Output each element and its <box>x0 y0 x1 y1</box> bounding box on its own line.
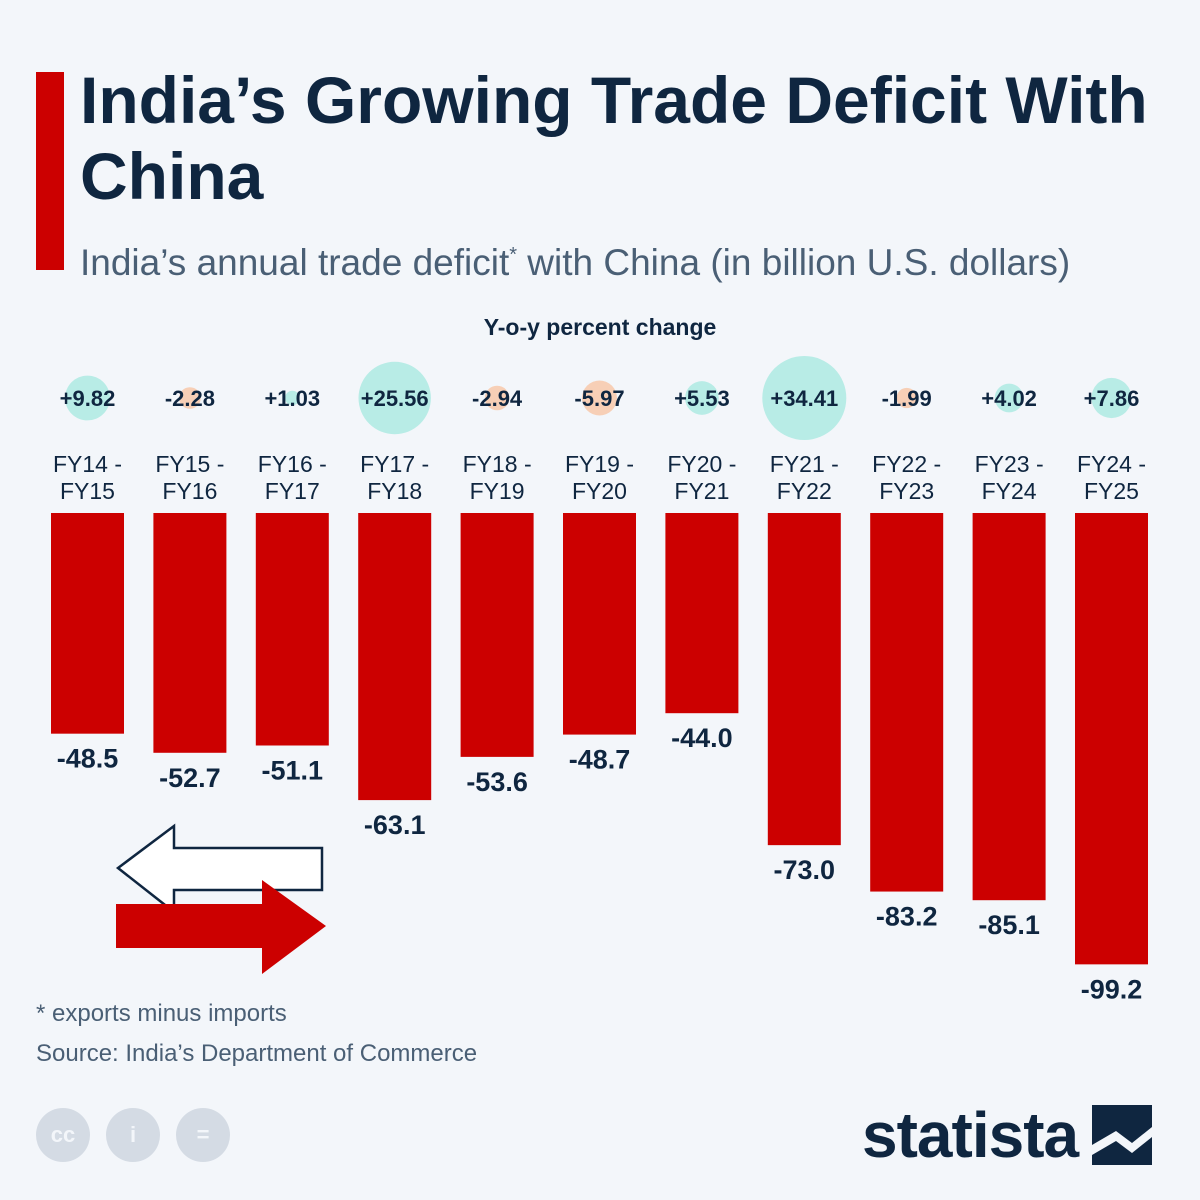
category-label-line1: FY15 - <box>155 451 224 477</box>
bar <box>153 513 227 753</box>
yoy-label: +34.41 <box>770 386 838 411</box>
yoy-bubble <box>685 381 719 415</box>
value-label: -44.0 <box>671 723 733 753</box>
value-label: -52.7 <box>159 763 221 793</box>
subtitle-footnote-mark: * <box>509 244 518 266</box>
bar <box>460 513 534 757</box>
bar <box>972 513 1046 901</box>
category-label-line1: FY18 - <box>463 451 532 477</box>
bar <box>358 513 432 801</box>
statista-logo-icon <box>1092 1105 1153 1165</box>
yoy-label: -2.28 <box>165 386 215 411</box>
subtitle-main: India’s annual trade deficit <box>80 242 510 283</box>
license-icons: cc i = <box>36 1108 230 1162</box>
brand-wordmark: statista <box>862 1099 1079 1171</box>
trade-deficit-chart: Y-o-y percent change +9.82 FY14 -FY15 -48.5… <box>51 314 1148 1000</box>
yoy-label: -5.97 <box>574 386 624 411</box>
category-label-line2: FY20 <box>572 478 627 504</box>
value-label: -99.2 <box>1081 974 1143 1000</box>
yoy-label: -1.99 <box>882 386 932 411</box>
category-label-line1: FY24 - <box>1077 451 1146 477</box>
yoy-label: +7.86 <box>1084 386 1140 411</box>
yoy-heading: Y-o-y percent change <box>484 314 717 340</box>
category-label-line2: FY17 <box>265 478 320 504</box>
yoy-bubble <box>179 387 201 409</box>
value-label: -63.1 <box>364 810 426 840</box>
title-accent-bar <box>36 72 64 270</box>
category-label-line2: FY16 <box>162 478 217 504</box>
chart-title: India’s Growing Trade Deficit With China <box>80 63 1148 213</box>
yoy-label: +25.56 <box>361 386 429 411</box>
value-label: -51.1 <box>262 756 324 786</box>
bar <box>51 513 124 734</box>
yoy-bubble <box>762 356 847 440</box>
category-label-line2: FY19 <box>470 478 525 504</box>
yoy-bubble <box>994 383 1024 413</box>
category-label-line1: FY22 - <box>872 451 941 477</box>
yoy-bubble <box>896 387 917 409</box>
yoy-label: +4.02 <box>981 386 1037 411</box>
category-label-line1: FY19 - <box>565 451 634 477</box>
bar <box>255 513 329 746</box>
yoy-label: +9.82 <box>60 386 116 411</box>
bar <box>563 513 636 735</box>
yoy-bubble <box>1091 377 1132 419</box>
bar <box>1075 513 1148 965</box>
value-label: -53.6 <box>466 767 528 797</box>
category-label-line1: FY20 - <box>667 451 736 477</box>
source-note: Source: India’s Department of Commerce <box>36 1040 478 1067</box>
category-label-line2: FY23 <box>879 478 934 504</box>
category-label-line2: FY18 <box>367 478 422 504</box>
category-label-line1: FY17 - <box>360 451 429 477</box>
category-label-line2: FY15 <box>60 478 115 504</box>
yoy-bubble <box>582 380 617 416</box>
yoy-label: -2.94 <box>472 386 523 411</box>
category-label-line2: FY25 <box>1084 478 1139 504</box>
bar <box>870 513 944 892</box>
category-label-line2: FY24 <box>982 478 1037 504</box>
footnote: * exports minus imports <box>36 1000 287 1027</box>
chart-subtitle: India’s annual trade deficit* with China… <box>80 232 1180 286</box>
value-label: -73.0 <box>774 855 836 885</box>
value-label: -48.7 <box>569 745 631 775</box>
attribution-icon[interactable]: i <box>106 1108 160 1162</box>
yoy-bubble <box>285 390 300 406</box>
bar <box>767 513 841 846</box>
value-label: -48.5 <box>57 744 119 774</box>
no-derivatives-icon[interactable]: = <box>176 1108 230 1162</box>
yoy-bubble <box>65 375 110 421</box>
category-label-line1: FY14 - <box>53 451 122 477</box>
category-label-line2: FY21 <box>674 478 729 504</box>
creative-commons-icon[interactable]: cc <box>36 1108 90 1162</box>
statista-logo[interactable]: statista <box>862 1098 1153 1172</box>
value-label: -85.1 <box>978 910 1040 940</box>
category-label-line2: FY22 <box>777 478 832 504</box>
yoy-bubble <box>358 361 431 435</box>
subtitle-rest: with China (in billion U.S. dollars) <box>517 242 1071 283</box>
category-label-line1: FY16 - <box>258 451 327 477</box>
bar <box>665 513 739 714</box>
yoy-label: +1.03 <box>264 386 320 411</box>
category-label-line1: FY21 - <box>770 451 839 477</box>
yoy-label: +5.53 <box>674 386 730 411</box>
yoy-bubble <box>484 385 510 411</box>
value-label: -83.2 <box>876 902 938 932</box>
category-label-line1: FY23 - <box>975 451 1044 477</box>
import-export-arrows-icon <box>115 823 326 974</box>
